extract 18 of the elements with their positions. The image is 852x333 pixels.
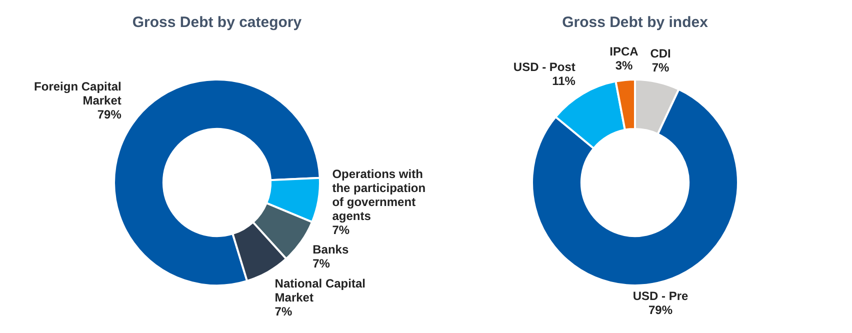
chart-title: Gross Debt by index [562, 14, 709, 32]
slice-label: USD - Post [513, 60, 576, 74]
data-label: 7% [332, 223, 350, 238]
data-label: 3% [615, 58, 633, 72]
slice-label: CDI [650, 46, 671, 61]
slice-label: IPCA [610, 44, 639, 58]
data-label: 7% [652, 60, 670, 75]
data-label: 7% [274, 304, 292, 319]
slice-label: Foreign Capital Market [34, 79, 122, 108]
data-label: 79% [97, 107, 122, 122]
data-label: 11% [552, 74, 576, 88]
chart-title: Gross Debt by category [132, 14, 302, 32]
slice-label: USD - Pre [632, 288, 689, 303]
data-label: 79% [648, 302, 673, 317]
data-label: 7% [312, 256, 330, 270]
slice-label: Operations with the participation of government agents [332, 167, 426, 224]
slice-label: National Capital Market [274, 276, 366, 305]
slice-label: Banks [312, 242, 349, 256]
